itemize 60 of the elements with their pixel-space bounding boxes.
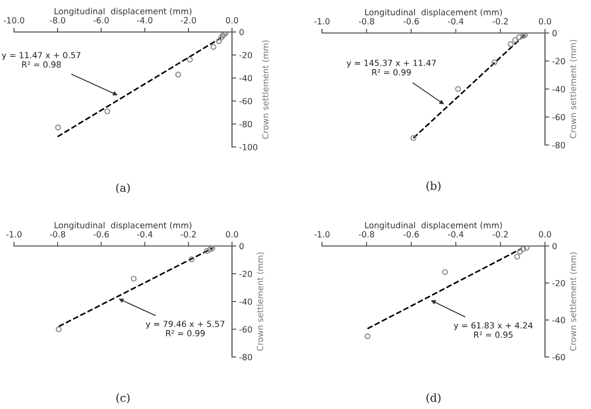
text: (c) [116,393,130,404]
x-axis-title: Longitudinal displacement (mm) [365,222,502,230]
y-tick-label: -20 [552,58,565,64]
y-axis-title: Crown settlement (mm) [256,252,264,351]
x-tick-label: -2.0 [180,17,196,24]
annotation: y = 61.83 x + 4.24 R² = 0.95 [454,322,533,338]
y-tick-label: -60 [552,354,565,360]
y-tick-label: 0 [239,242,244,250]
annotation: y = 145.37 x + 11.47 R² = 0.99 [346,60,436,76]
y-tick-label: -40 [552,316,565,324]
x-axis-title: Longitudinal displacement (mm) [54,8,192,16]
x-tick-label: -1.0 [314,231,330,238]
x-tick-label: -10.0 [4,17,24,24]
x-tick-label: -0.6 [403,18,419,24]
x-tick-label: -0.4 [448,231,464,238]
y-tick-label: 0 [552,30,557,36]
y-tick-label: -40 [239,298,252,305]
x-tick-label: -0.8 [50,231,66,238]
x-tick-label: -0.8 [358,18,374,24]
y-tick-label: -60 [552,114,565,120]
y-tick-label: -20 [552,280,565,286]
x-tick-label: -1.0 [314,18,330,24]
text: (a) [116,183,130,194]
x-tick-label: -0.2 [492,18,508,24]
x-tick-label: 0.0 [538,231,552,238]
x-tick-label: -0.2 [180,231,196,238]
x-axis-title: Longitudinal displacement (mm) [365,8,502,17]
y-tick-label: -40 [552,86,565,92]
x-tick-label: 0.0 [538,18,552,24]
x-tick-label: 0.0 [226,231,238,238]
y-tick-label: -20 [239,270,252,278]
y-tick-label: -80 [552,142,565,148]
x-tick-label: -1.0 [6,231,22,238]
x-tick-label: -0.6 [93,231,109,238]
x-tick-label: -4.0 [137,17,152,24]
y-tick-label: -60 [239,98,252,104]
x-tick-label: -0.4 [137,231,152,238]
x-axis-title: Longitudinal displacement (mm) [54,222,192,230]
x-tick-label: -0.2 [492,231,508,238]
x-tick-label: -0.4 [448,18,464,24]
text: (d) [426,393,441,404]
y-axis-title: Crown settlement (mm) [570,252,578,351]
y-tick-label: -80 [239,354,252,360]
x-tick-label: -8.0 [50,17,66,24]
y-axis-title: Crown settlement (mm) [262,40,270,139]
x-tick-label: -0.6 [403,231,419,238]
y-tick-label: 0 [552,242,557,250]
y-tick-label: -20 [239,52,252,58]
text: (b) [426,181,441,192]
annotation: y = 79.46 x + 5.57 R² = 0.99 [146,320,224,336]
y-tick-label: -100 [239,144,258,150]
annotation: y = 11.47 x + 0.57 R² = 0.98 [2,52,80,68]
y-tick-label: -80 [239,120,252,128]
x-tick-label: -6.0 [93,17,109,24]
y-tick-label: 0 [239,28,244,36]
y-axis-title: Crown settlement (mm) [570,40,578,138]
y-tick-label: -60 [239,326,252,333]
x-tick-label: 0.0 [226,17,238,24]
y-tick-label: -40 [239,74,252,82]
x-tick-label: -0.8 [358,231,374,238]
